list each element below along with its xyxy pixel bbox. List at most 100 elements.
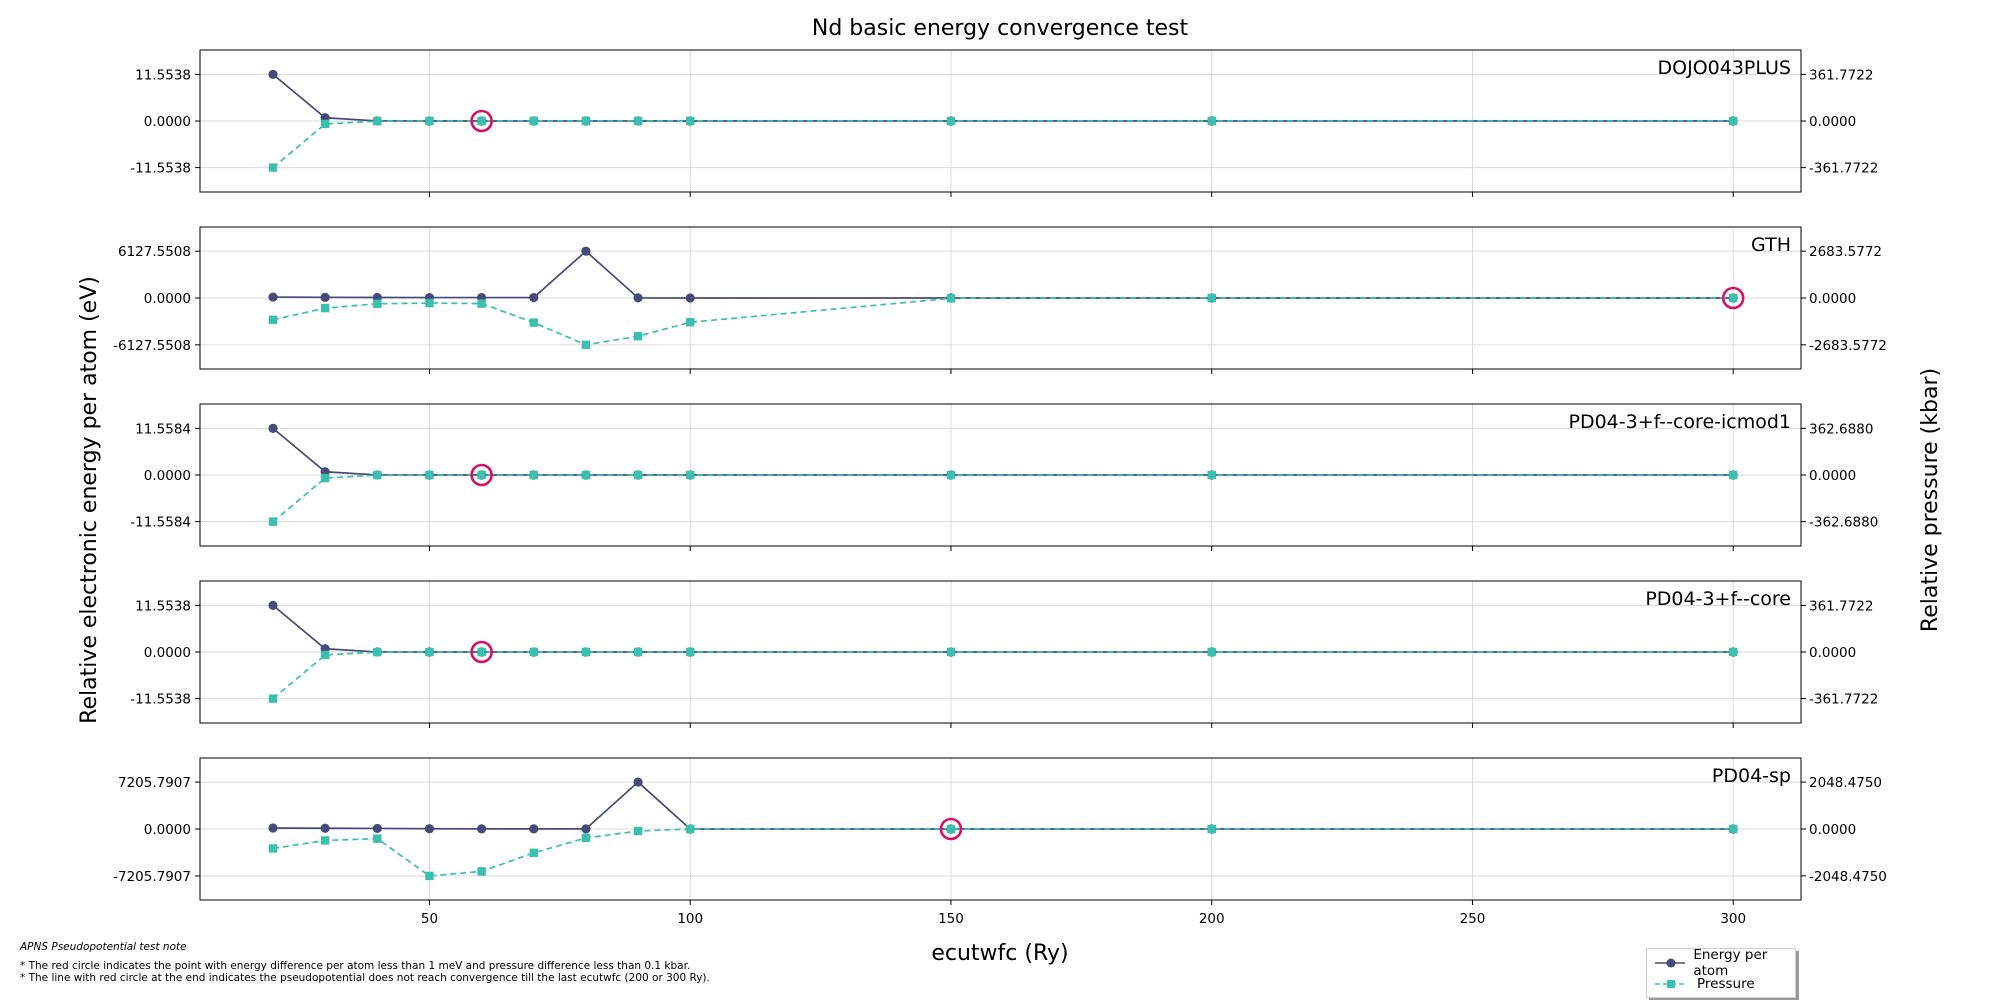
y-left-tick-label: -11.5538 bbox=[130, 161, 191, 177]
x-tick-label: 250 bbox=[1460, 911, 1486, 927]
y-left-tick-label: -11.5584 bbox=[130, 515, 191, 531]
pressure-point bbox=[425, 871, 434, 881]
y-right-tick-label: -361.7722 bbox=[1809, 161, 1878, 177]
pressure-point bbox=[1729, 470, 1738, 480]
pressure-point bbox=[320, 473, 330, 483]
energy-line bbox=[272, 427, 1734, 476]
note-line-1: * The red circle indicates the point wit… bbox=[20, 960, 691, 972]
energy-point bbox=[633, 293, 643, 303]
y-left-tick-label: 11.5584 bbox=[135, 421, 191, 437]
pressure-point bbox=[529, 318, 538, 327]
convergence-marker bbox=[939, 817, 963, 841]
pressure-point bbox=[529, 116, 538, 126]
legend-pressure-label: Pressure bbox=[1697, 976, 1755, 992]
chart-title: Nd basic energy convergence test bbox=[812, 16, 1189, 41]
panel-label: PD04-3+f--core-icmod1 bbox=[1568, 411, 1791, 433]
panel-label: DOJO043PLUS bbox=[1658, 57, 1791, 79]
pressure-point bbox=[946, 470, 956, 480]
energy-point bbox=[477, 824, 487, 834]
panel-3: 11.5584 0.0000 -11.5584 362.6880 0.0000 -362.… bbox=[130, 403, 1878, 551]
y-left-tick-label: 11.5538 bbox=[135, 598, 191, 614]
pressure-point bbox=[633, 116, 643, 126]
pressure-point bbox=[268, 694, 278, 703]
pressure-point bbox=[320, 650, 330, 660]
pressure-point bbox=[633, 332, 643, 341]
pressure-point bbox=[477, 116, 486, 126]
x-tick-label: 50 bbox=[421, 911, 438, 927]
pressure-point bbox=[373, 834, 382, 843]
pressure-point bbox=[686, 824, 695, 834]
energy-point bbox=[320, 292, 330, 302]
pressure-line bbox=[272, 828, 1734, 877]
pressure-point bbox=[1729, 824, 1738, 834]
pressure-line bbox=[272, 297, 1734, 346]
energy-line bbox=[273, 780, 1734, 830]
pressure-point bbox=[581, 116, 591, 126]
legend-item-pressure: Pressure bbox=[1647, 974, 1755, 994]
pressure-point bbox=[529, 647, 538, 657]
pressure-point bbox=[946, 824, 956, 834]
y-left-tick-label: -6127.5508 bbox=[113, 338, 191, 354]
y-left-tick-label: 0.0000 bbox=[144, 468, 191, 484]
pressure-point bbox=[1729, 293, 1738, 303]
legend-energy-label: Energy per atom bbox=[1693, 947, 1768, 979]
pressure-point bbox=[686, 116, 695, 126]
x-tick-label: 100 bbox=[677, 911, 703, 927]
pressure-point bbox=[425, 647, 434, 657]
pressure-point bbox=[425, 116, 434, 126]
y-right-tick-label: 0.0000 bbox=[1809, 645, 1856, 661]
pressure-point bbox=[268, 163, 278, 172]
pressure-point bbox=[268, 844, 278, 853]
y-right-tick-label: 0.0000 bbox=[1809, 822, 1856, 838]
pressure-point bbox=[1207, 824, 1216, 834]
legend-energy-swatch bbox=[1655, 958, 1686, 968]
pressure-point bbox=[320, 303, 330, 313]
pressure-line bbox=[272, 120, 1734, 169]
x-axis-label: ecutwfc (Ry) bbox=[931, 941, 1068, 966]
pressure-point bbox=[425, 470, 434, 480]
energy-point bbox=[268, 292, 278, 302]
pressure-point bbox=[320, 119, 330, 129]
y-left-tick-label: 0.0000 bbox=[144, 114, 191, 130]
y-right-tick-label: 0.0000 bbox=[1809, 468, 1856, 484]
panel-label: PD04-sp bbox=[1712, 765, 1791, 787]
y-right-tick-label: 0.0000 bbox=[1809, 291, 1856, 307]
energy-point bbox=[529, 824, 539, 834]
pressure-point bbox=[373, 470, 382, 480]
panel-4: 11.5538 0.0000 -11.5538 361.7722 0.0000 -361.… bbox=[130, 580, 1878, 728]
pressure-line bbox=[272, 651, 1734, 700]
pressure-point bbox=[320, 836, 330, 845]
pressure-point bbox=[946, 116, 956, 126]
energy-point bbox=[268, 69, 278, 79]
x-tick-label: 300 bbox=[1720, 911, 1746, 927]
panel-2: 6127.5508 0.0000 -6127.5508 2683.5772 0.0000… bbox=[113, 226, 1887, 374]
pressure-point bbox=[633, 470, 643, 480]
pressure-point bbox=[425, 298, 434, 308]
y-right-tick-label: 361.7722 bbox=[1809, 598, 1873, 614]
energy-point bbox=[268, 823, 278, 833]
y-right-tick-label: 362.6880 bbox=[1809, 421, 1873, 437]
pressure-point bbox=[946, 647, 956, 657]
y-right-tick-label: -361.7722 bbox=[1809, 692, 1878, 708]
y-left-tick-label: 6127.5508 bbox=[118, 244, 191, 260]
pressure-point bbox=[686, 318, 695, 327]
pressure-point bbox=[581, 833, 591, 843]
pressure-point bbox=[633, 647, 643, 657]
panel-label: PD04-3+f--core bbox=[1645, 588, 1791, 610]
y-left-tick-label: -7205.7907 bbox=[113, 869, 191, 885]
convergence-marker bbox=[470, 463, 493, 487]
pressure-point bbox=[529, 848, 538, 858]
pressure-point bbox=[1207, 116, 1216, 126]
pressure-point bbox=[1729, 116, 1738, 126]
pressure-point bbox=[373, 116, 382, 126]
panels-group: 11.5538 0.0000 -11.5538 361.7722 0.0000 -361.… bbox=[113, 49, 1887, 927]
pressure-point bbox=[633, 826, 643, 836]
pressure-point bbox=[529, 470, 538, 480]
note-heading: APNS Pseudopotential test note bbox=[20, 941, 187, 953]
y-right-tick-label: -2683.5772 bbox=[1809, 338, 1887, 354]
pressure-point bbox=[686, 647, 695, 657]
energy-line bbox=[272, 604, 1734, 653]
pressure-point bbox=[1207, 647, 1216, 657]
convergence-marker bbox=[1721, 286, 1745, 310]
y-left-tick-label: 11.5538 bbox=[135, 67, 191, 83]
